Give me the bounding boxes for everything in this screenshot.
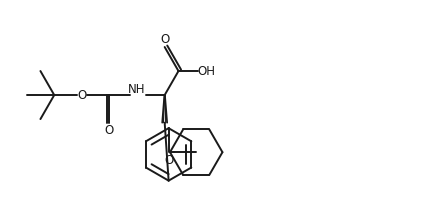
Text: O: O (105, 124, 114, 137)
Text: O: O (160, 33, 169, 46)
Text: O: O (164, 154, 173, 167)
Text: O: O (77, 89, 86, 102)
Text: OH: OH (197, 65, 215, 78)
Text: NH: NH (128, 83, 146, 96)
